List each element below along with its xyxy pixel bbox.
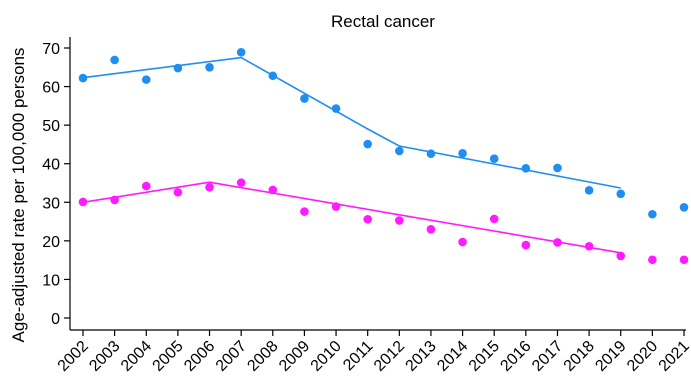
x-tick-label: 2014: [434, 338, 471, 375]
data-point-series-2: [300, 207, 309, 216]
data-point-series-2: [584, 241, 594, 251]
data-point-series-2: [458, 237, 467, 247]
data-point-series-2: [331, 202, 341, 211]
y-tick-label: 0: [51, 311, 60, 328]
x-tick-label: 2010: [308, 338, 345, 375]
data-point-series-1: [205, 62, 214, 72]
x-tick-label: 2016: [497, 338, 534, 375]
y-tick-label: 70: [42, 41, 60, 58]
x-tick-label: 2015: [466, 338, 503, 375]
x-tick-label: 2013: [403, 338, 440, 375]
data-point-series-2: [268, 185, 278, 195]
y-tick-label: 40: [42, 157, 60, 174]
y-tick-label: 10: [42, 272, 60, 289]
data-point-series-1: [553, 163, 562, 173]
data-point-series-1: [268, 71, 278, 81]
x-tick-label: 2012: [371, 338, 408, 375]
data-point-series-1: [521, 164, 531, 173]
data-point-series-2: [363, 214, 372, 224]
x-tick-label: 2020: [624, 338, 661, 375]
data-point-series-1: [584, 186, 594, 195]
data-point-series-1: [648, 209, 657, 219]
data-point-series-2: [521, 240, 531, 250]
data-point-series-2: [648, 255, 657, 265]
axes: 0102030405060702002200320042005200620072…: [42, 37, 691, 375]
x-tick-label: 2006: [181, 338, 218, 375]
y-tick-label: 60: [42, 80, 60, 97]
x-tick-label: 2004: [118, 338, 155, 375]
data-point-series-1: [426, 149, 436, 158]
x-tick-label: 2017: [529, 338, 566, 375]
chart-title: Rectal cancer: [331, 12, 435, 31]
data-point-series-1: [173, 63, 183, 73]
y-tick-label: 50: [42, 118, 60, 135]
data-point-series-2: [236, 178, 246, 187]
data-point-series-1: [363, 139, 372, 149]
x-tick-label: 2009: [276, 338, 313, 375]
x-tick-label: 2018: [561, 338, 598, 375]
data-point-series-2: [205, 182, 214, 192]
data-point-series-1: [395, 146, 404, 156]
data-point-series-2: [395, 216, 404, 225]
trend-line-series-2: [82, 181, 621, 254]
data-point-series-2: [173, 187, 183, 197]
trend-lines: [82, 56, 621, 254]
data-point-series-1: [458, 149, 467, 158]
data-point-series-2: [110, 195, 119, 205]
data-point-series-2: [426, 224, 436, 234]
data-point-series-1: [616, 189, 626, 199]
x-tick-label: 2008: [244, 338, 281, 375]
x-tick-label: 2019: [592, 338, 629, 375]
y-axis-label: Age-adjusted rate per 100,000 persons: [9, 48, 28, 343]
data-point-series-2: [679, 255, 689, 265]
x-tick-label: 2002: [55, 338, 92, 375]
data-point-series-1: [78, 73, 88, 83]
data-point-series-2: [553, 238, 562, 247]
data-point-series-2: [489, 214, 499, 224]
data-point-series-1: [331, 104, 341, 113]
x-tick-label: 2021: [656, 338, 691, 375]
data-point-series-1: [141, 75, 151, 84]
x-tick-label: 2007: [213, 338, 250, 375]
data-point-series-1: [679, 203, 689, 212]
x-tick-label: 2011: [340, 338, 376, 374]
data-point-series-1: [110, 55, 119, 65]
data-point-series-1: [489, 154, 499, 163]
y-tick-label: 20: [42, 234, 60, 251]
x-tick-label: 2005: [150, 338, 187, 375]
data-point-series-2: [616, 251, 626, 261]
data-points: [78, 47, 689, 265]
data-point-series-1: [236, 47, 246, 57]
data-point-series-1: [300, 94, 309, 103]
data-point-series-2: [78, 197, 88, 207]
x-tick-label: 2003: [86, 338, 123, 375]
data-point-series-2: [141, 181, 151, 191]
trend-line-series-1: [82, 56, 621, 189]
y-tick-label: 30: [42, 195, 60, 212]
